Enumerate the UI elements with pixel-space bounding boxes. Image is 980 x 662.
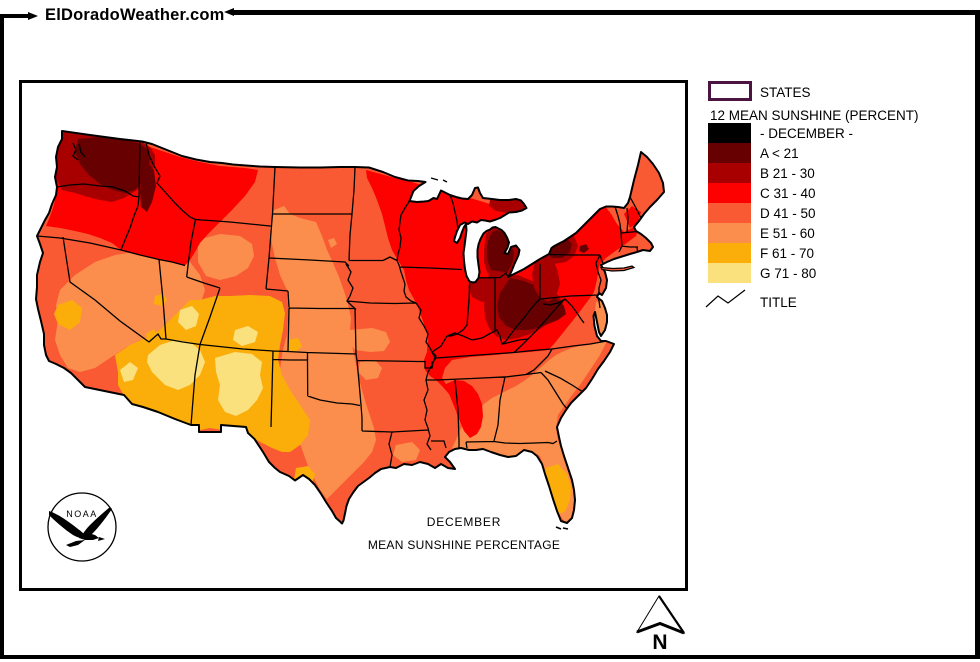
svg-text:NOAA: NOAA xyxy=(66,509,98,519)
